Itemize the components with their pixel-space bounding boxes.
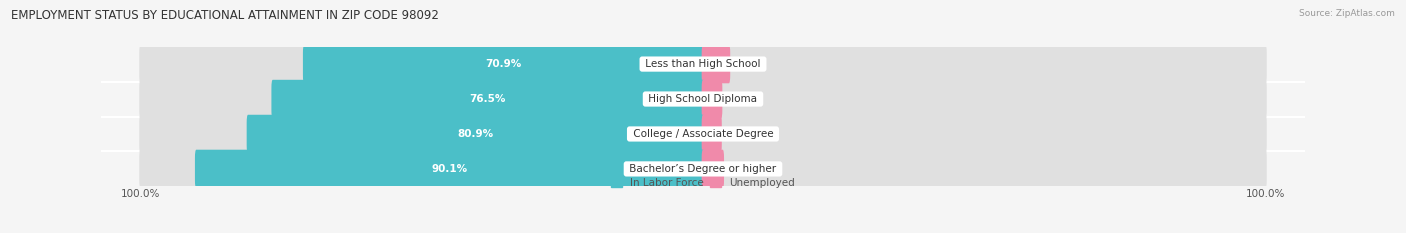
Text: 76.5%: 76.5%: [470, 94, 506, 104]
FancyBboxPatch shape: [271, 80, 704, 118]
Text: Less than High School: Less than High School: [643, 59, 763, 69]
FancyBboxPatch shape: [702, 115, 1267, 153]
FancyBboxPatch shape: [246, 115, 704, 153]
Legend: In Labor Force, Unemployed: In Labor Force, Unemployed: [607, 174, 799, 192]
Text: Bachelor’s Degree or higher: Bachelor’s Degree or higher: [626, 164, 780, 174]
Text: Source: ZipAtlas.com: Source: ZipAtlas.com: [1299, 9, 1395, 18]
Text: 90.1%: 90.1%: [432, 164, 468, 174]
Text: 4.6%: 4.6%: [740, 59, 766, 69]
FancyBboxPatch shape: [195, 150, 704, 188]
Text: 80.9%: 80.9%: [457, 129, 494, 139]
FancyBboxPatch shape: [139, 45, 704, 83]
FancyBboxPatch shape: [702, 115, 721, 153]
FancyBboxPatch shape: [139, 150, 704, 188]
Text: 70.9%: 70.9%: [485, 59, 522, 69]
Text: 3.2%: 3.2%: [733, 94, 759, 104]
FancyBboxPatch shape: [702, 80, 723, 118]
FancyBboxPatch shape: [702, 45, 1267, 83]
FancyBboxPatch shape: [139, 80, 704, 118]
FancyBboxPatch shape: [702, 45, 730, 83]
FancyBboxPatch shape: [302, 45, 704, 83]
FancyBboxPatch shape: [702, 80, 1267, 118]
Text: 3.5%: 3.5%: [734, 164, 761, 174]
Text: College / Associate Degree: College / Associate Degree: [630, 129, 776, 139]
Text: High School Diploma: High School Diploma: [645, 94, 761, 104]
Text: 3.1%: 3.1%: [731, 129, 758, 139]
FancyBboxPatch shape: [702, 150, 1267, 188]
Text: EMPLOYMENT STATUS BY EDUCATIONAL ATTAINMENT IN ZIP CODE 98092: EMPLOYMENT STATUS BY EDUCATIONAL ATTAINM…: [11, 9, 439, 22]
FancyBboxPatch shape: [139, 115, 704, 153]
FancyBboxPatch shape: [702, 150, 724, 188]
